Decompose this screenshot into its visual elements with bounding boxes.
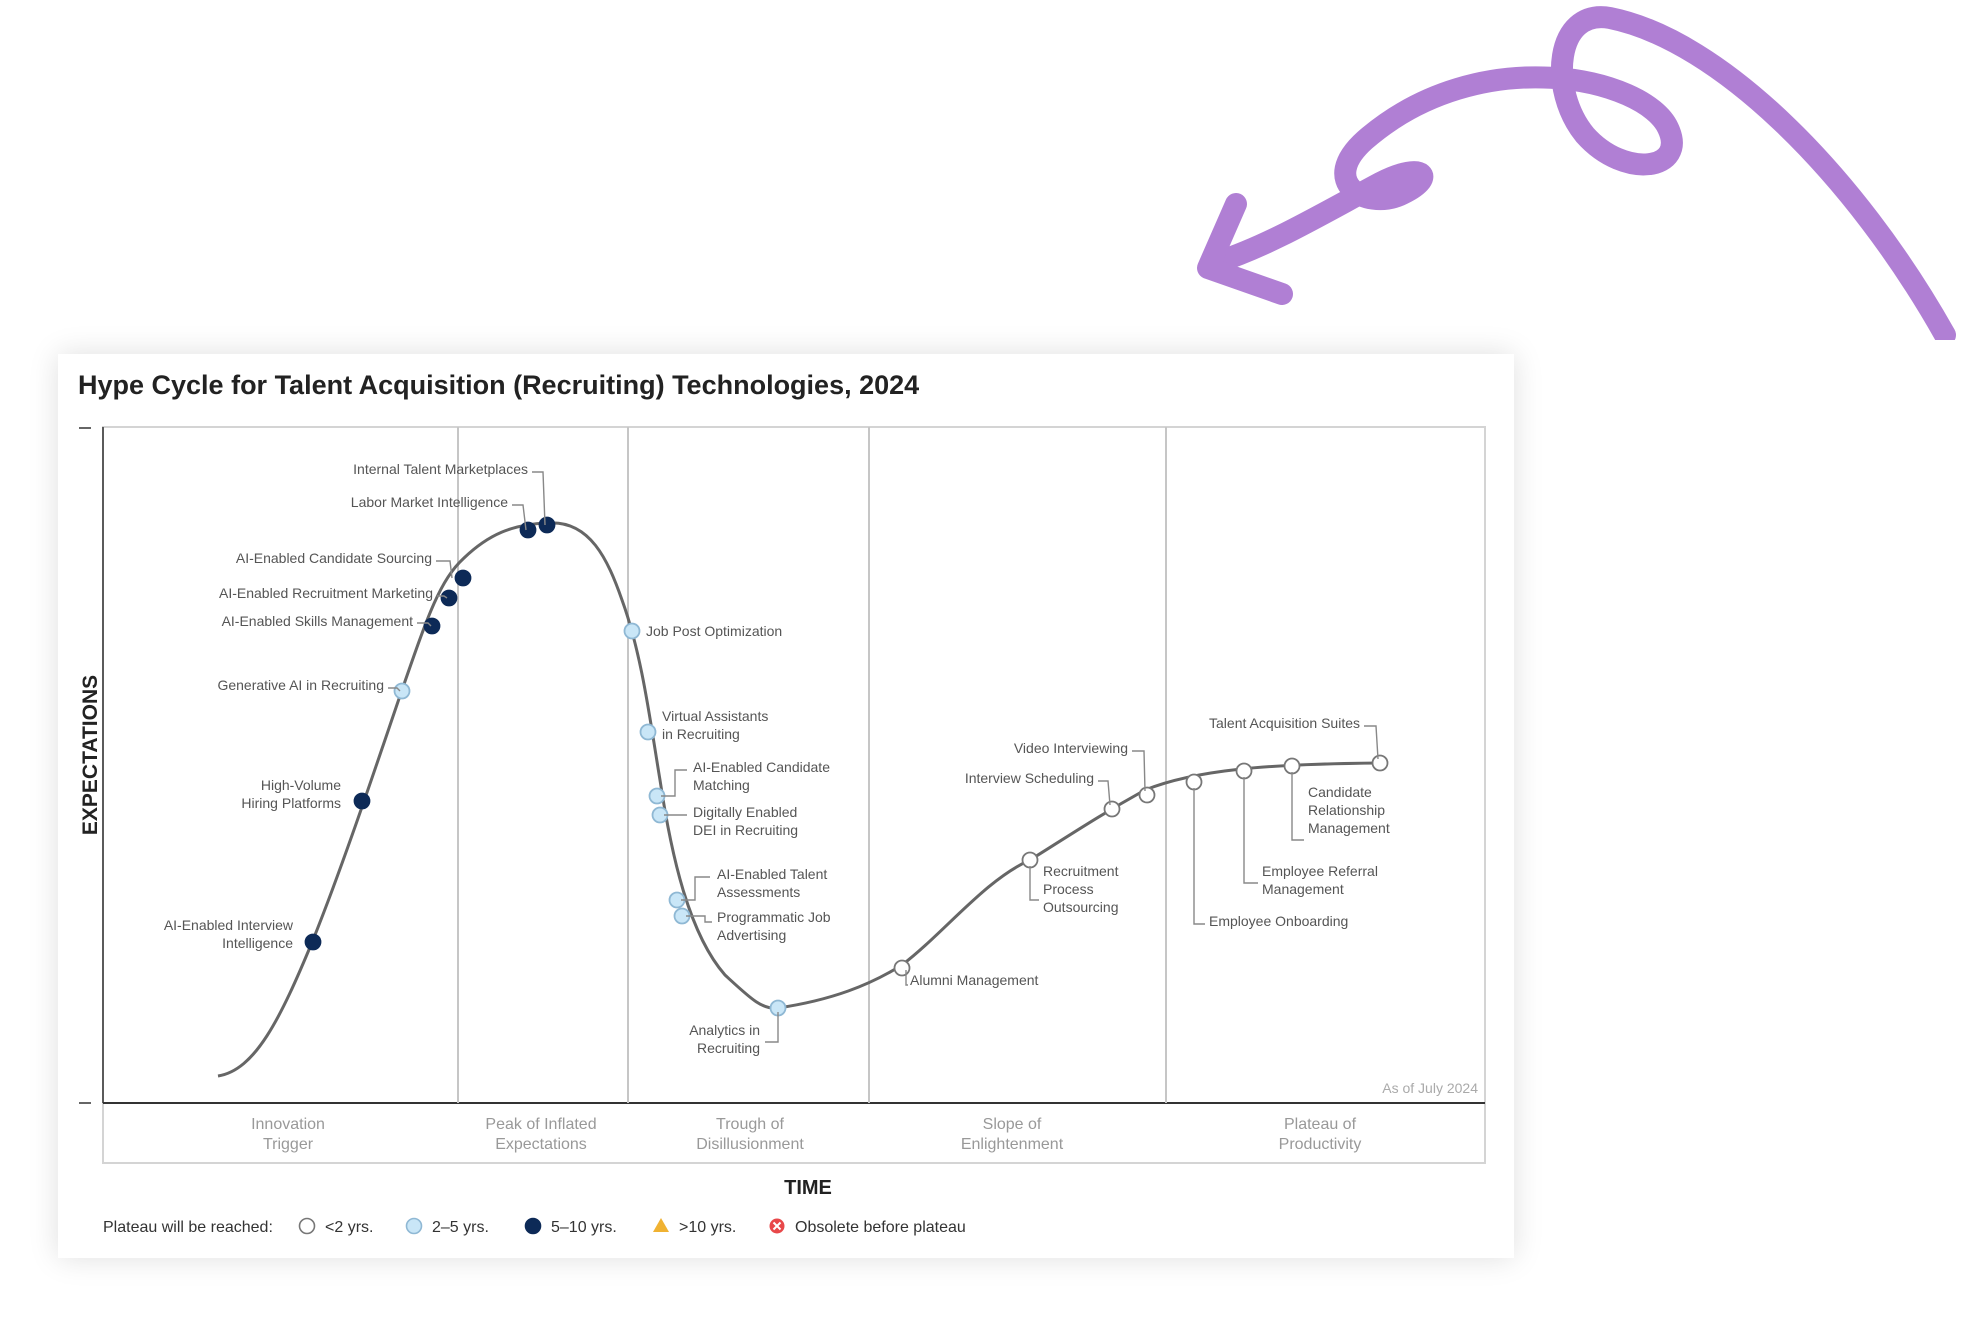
label-employee-onboarding: Employee Onboarding xyxy=(1209,913,1348,929)
marker-ai-enabled-recruitment-marketing xyxy=(440,589,458,607)
label-interview-scheduling: Interview Scheduling xyxy=(965,770,1094,786)
technology-markers xyxy=(304,516,1389,1017)
label-ai-enabled-recruitment-marketing: AI-Enabled Recruitment Marketing xyxy=(219,585,433,601)
leader-line-alumni-management xyxy=(905,970,908,986)
leader-line-labor-market-intelligence xyxy=(512,504,527,531)
phase-label-1: Innovation Trigger xyxy=(251,1116,325,1153)
phase-label-2: Peak of Inflated Expectations xyxy=(485,1116,596,1153)
marker-labor-market-intelligence xyxy=(519,521,537,539)
marker-ai-enabled-skills-management xyxy=(423,617,441,635)
leader-line-employee-referral-management xyxy=(1243,777,1258,884)
phase-label-4: Slope of Enlightenment xyxy=(961,1116,1064,1153)
leader-line-video-interviewing xyxy=(1132,750,1146,792)
label-ai-enabled-skills-management: AI-Enabled Skills Management xyxy=(222,613,414,629)
marker-alumni-management xyxy=(893,959,911,977)
label-labor-market-intelligence: Labor Market Intelligence xyxy=(351,494,508,510)
leader-line-ai-enabled-skills-management xyxy=(417,622,432,627)
legend-icon-cross xyxy=(772,1221,782,1231)
label-ai-enabled-interview-intelligence: AI-Enabled Interview Intelligence xyxy=(164,917,294,951)
label-job-post-optimization: Job Post Optimization xyxy=(646,623,782,639)
leader-line-analytics-in-recruiting xyxy=(765,1012,779,1043)
marker-talent-acquisition-suites xyxy=(1371,754,1389,772)
hype-curve xyxy=(217,521,1381,1078)
leader-line-employee-onboarding xyxy=(1193,788,1205,925)
marker-employee-onboarding xyxy=(1185,773,1203,791)
legend-icon-y5to10 xyxy=(524,1217,542,1235)
leader-line-ai-enabled-candidate-sourcing xyxy=(436,560,453,579)
marker-video-interviewing xyxy=(1138,786,1156,804)
legend-item-obsolete: Obsolete before plateau xyxy=(795,1219,966,1236)
leader-line-candidate-relationship-management xyxy=(1291,772,1304,841)
legend-item-y5to10: 5–10 yrs. xyxy=(551,1219,617,1236)
leader-line-internal-talent-marketplaces xyxy=(532,471,546,526)
leader-line-recruitment-process-outsourcing xyxy=(1029,866,1039,901)
label-ai-enabled-candidate-matching: AI-Enabled Candidate Matching xyxy=(693,759,830,793)
phase-label-3: Trough of Disillusionment xyxy=(696,1116,804,1153)
legend-label: Plateau will be reached: xyxy=(103,1219,273,1236)
marker-ai-enabled-interview-intelligence xyxy=(304,933,322,951)
marker-generative-ai-in-recruiting xyxy=(393,682,411,700)
label-candidate-relationship-management: Candidate Relationship Management xyxy=(1308,784,1390,836)
label-high-volume-hiring-platforms: High-Volume Hiring Platforms xyxy=(241,777,341,811)
leader-line-talent-acquisition-suites xyxy=(1364,725,1379,760)
label-ai-enabled-talent-assessments: AI-Enabled Talent Assessments xyxy=(717,866,827,900)
arrow-head-path xyxy=(1197,193,1293,305)
phase-labels: Innovation Trigger Peak of Inflated Expecta… xyxy=(251,1116,1361,1153)
label-talent-acquisition-suites: Talent Acquisition Suites xyxy=(1209,715,1360,731)
hype-cycle-card xyxy=(58,354,1514,1258)
label-programmatic-job-advertising: Programmatic Job Advertising xyxy=(717,909,831,943)
arrow-curl-path xyxy=(1207,6,1956,340)
label-video-interviewing: Video Interviewing xyxy=(1014,740,1128,756)
leader-line-interview-scheduling xyxy=(1098,780,1111,806)
leader-line-generative-ai-in-recruiting xyxy=(388,687,401,692)
label-internal-talent-marketplaces: Internal Talent Marketplaces xyxy=(353,461,528,477)
label-digitally-enabled-dei-in-recruiting: Digitally Enabled DEI in Recruiting xyxy=(693,804,798,838)
leader-line-programmatic-job-advertising xyxy=(686,915,712,923)
legend: Plateau will be reached: <2 yrs. 2–5 yrs.… xyxy=(103,1217,966,1236)
leader-line-ai-enabled-candidate-matching xyxy=(661,769,687,797)
marker-virtual-assistants-in-recruiting xyxy=(639,723,657,741)
leader-line-ai-enabled-recruitment-marketing xyxy=(437,595,448,599)
marker-internal-talent-marketplaces xyxy=(538,516,556,534)
marker-ai-enabled-candidate-sourcing xyxy=(454,569,472,587)
label-recruitment-process-outsourcing: Recruitment Process Outsourcing xyxy=(1043,863,1119,915)
x-axis-label: TIME xyxy=(784,1177,832,1199)
legend-item-gt10: >10 yrs. xyxy=(679,1219,736,1236)
purple-curly-arrow-icon xyxy=(1197,6,1956,340)
y-axis-label: EXPECTATIONS xyxy=(79,675,102,835)
marker-employee-referral-management xyxy=(1235,762,1253,780)
technology-labels: AI-Enabled Interview Intelligence High-Vol… xyxy=(164,461,1390,1056)
legend-icon-lt2 xyxy=(298,1217,316,1235)
label-generative-ai-in-recruiting: Generative AI in Recruiting xyxy=(217,677,384,693)
marker-interview-scheduling xyxy=(1103,800,1121,818)
leader-line-ai-enabled-talent-assessments xyxy=(681,876,710,901)
legend-icon-gt10 xyxy=(653,1218,669,1232)
label-ai-enabled-candidate-sourcing: AI-Enabled Candidate Sourcing xyxy=(236,550,432,566)
label-analytics-in-recruiting: Analytics in Recruiting xyxy=(689,1022,760,1056)
legend-item-y2to5: 2–5 yrs. xyxy=(432,1219,489,1236)
label-alumni-management: Alumni Management xyxy=(910,972,1039,988)
legend-icon-y2to5 xyxy=(405,1217,423,1235)
marker-candidate-relationship-management xyxy=(1283,757,1301,775)
label-employee-referral-management: Employee Referral Management xyxy=(1262,863,1378,897)
phase-label-5: Plateau of Productivity xyxy=(1279,1116,1362,1153)
legend-item-lt2: <2 yrs. xyxy=(325,1219,373,1236)
marker-recruitment-process-outsourcing xyxy=(1021,851,1039,869)
marker-high-volume-hiring-platforms xyxy=(353,792,371,810)
as-of-note: As of July 2024 xyxy=(1382,1080,1478,1096)
marker-job-post-optimization xyxy=(623,622,641,640)
chart-title: Hype Cycle for Talent Acquisition (Recru… xyxy=(78,370,920,400)
label-virtual-assistants-in-recruiting: Virtual Assistants in Recruiting xyxy=(662,708,768,742)
